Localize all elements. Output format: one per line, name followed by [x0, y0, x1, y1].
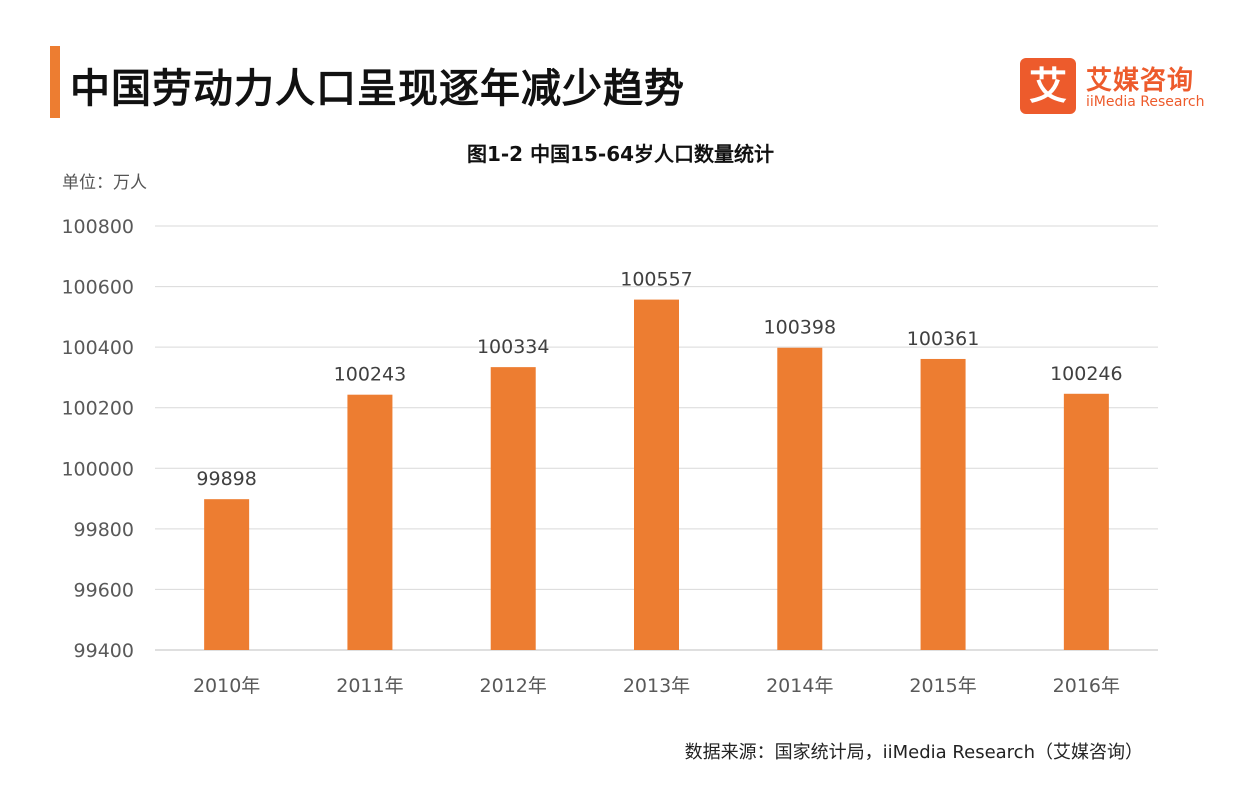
x-tick-label: 2011年 — [336, 675, 403, 697]
x-tick-label: 2012年 — [480, 675, 547, 697]
y-tick-label: 99800 — [74, 519, 134, 541]
page-title: 中国劳动力人口呈现逐年减少趋势 — [70, 66, 685, 112]
bar — [1063, 393, 1109, 650]
data-label: 100334 — [477, 336, 550, 358]
title-accent-bar — [50, 46, 60, 118]
logo-name-en: iiMedia Research — [1086, 94, 1205, 110]
y-tick-label: 100400 — [61, 337, 134, 359]
y-tick-label: 100200 — [61, 398, 134, 420]
data-label: 99898 — [196, 468, 256, 490]
data-label: 100243 — [334, 364, 407, 386]
y-tick-label: 100600 — [61, 277, 134, 299]
unit-label: 单位：万人 — [62, 173, 147, 193]
logo-name-cn: 艾媒咨询 — [1086, 66, 1195, 96]
data-label: 100246 — [1050, 363, 1123, 385]
bar — [347, 394, 393, 650]
data-label: 100361 — [907, 328, 980, 350]
data-label: 100557 — [620, 269, 693, 291]
bar — [490, 367, 536, 650]
y-tick-label: 99400 — [74, 640, 134, 662]
x-tick-label: 2014年 — [766, 675, 833, 697]
source-note: 数据来源：国家统计局，iiMedia Research（艾媒咨询） — [684, 742, 1143, 763]
data-label: 100398 — [764, 317, 837, 339]
bar — [634, 299, 679, 650]
x-tick-label: 2016年 — [1053, 675, 1120, 697]
y-tick-label: 99600 — [74, 579, 134, 601]
iimedia-logo: 艾 艾媒咨询 iiMedia Research — [1020, 58, 1220, 114]
chart-title: 图1-2 中国15-64岁人口数量统计 — [466, 142, 775, 166]
x-tick-label: 2013年 — [623, 675, 690, 697]
logo-mark-icon: 艾 — [1020, 58, 1076, 114]
x-tick-label: 2015年 — [909, 675, 976, 697]
bar — [204, 499, 250, 650]
y-tick-label: 100000 — [61, 458, 134, 480]
x-tick-label: 2010年 — [193, 675, 260, 697]
bar — [920, 358, 966, 650]
y-tick-label: 100800 — [61, 216, 134, 238]
bar — [777, 347, 823, 650]
